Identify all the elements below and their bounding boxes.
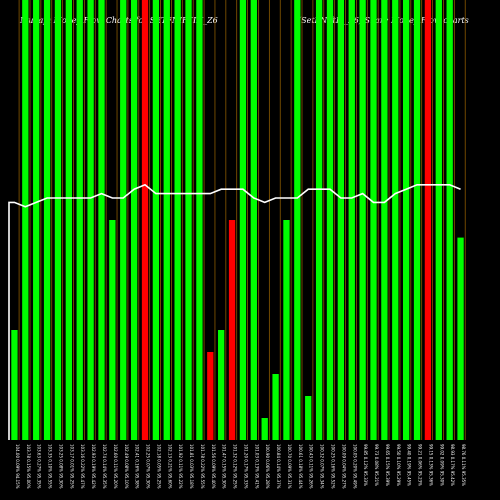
x-tick-label: 99.65 0.15% 95.39% (385, 444, 390, 486)
bar-up (272, 374, 279, 440)
bar-up (239, 0, 247, 440)
x-tick-label: 101.47 0.15% 95.30% (222, 444, 227, 489)
x-tick-label: 102.13 0.21% 95.60% (167, 444, 172, 489)
x-tick-label: 103.16 0.22% 95.47% (80, 444, 85, 489)
bar-down (424, 0, 432, 440)
x-tick-label: 103.17 0.01% 95.25% (69, 444, 74, 489)
x-tick-label: 101.92 0.11% 95.22% (178, 444, 183, 489)
bar-up (446, 0, 453, 440)
bar-up (54, 0, 62, 440)
x-tick-label: 100.25 0.16% 95.52% (330, 444, 335, 489)
bar-up (98, 0, 105, 440)
bar-up (33, 0, 40, 440)
x-tick-label: 101.78 0.22% 95.55% (200, 444, 205, 489)
bar-up (315, 0, 323, 440)
bar-up (120, 0, 127, 440)
bar-up (261, 418, 268, 440)
x-tick-label: 100.61 0.18% 95.44% (298, 444, 303, 489)
money-flow-line-path (8, 183, 461, 440)
x-tick-label: 102.49 0.08% 95.10% (124, 444, 129, 489)
bar-up (305, 396, 312, 440)
x-tick-label: 99.21 0.06% 95.23% (418, 444, 423, 486)
x-tick-label: 100.90 0.06% 95.28% (265, 444, 270, 489)
x-tick-label: 101.20 0.17% 95.33% (243, 444, 248, 489)
x-tick-label: 99.85 0.12% 95.33% (363, 444, 368, 486)
x-tick-label: 101.81 0.03% 95.18% (189, 444, 194, 489)
x-tick-label: 101.32 0.12% 95.25% (233, 444, 238, 489)
bar-up (457, 237, 464, 440)
x-tick-label: 100.09 0.04% 95.27% (341, 444, 346, 489)
bar-up (163, 0, 170, 440)
bar-down (207, 352, 214, 440)
x-tick-label: 100.43 0.11% 95.26% (309, 444, 314, 489)
x-tick-label: 103.35 0.10% 95.55% (48, 444, 53, 489)
x-tick-label: 99.50 0.10% 95.29% (396, 444, 401, 486)
bar-up (413, 0, 421, 440)
bar-up (250, 0, 257, 440)
bar-down (228, 220, 236, 440)
x-tick-label: 99.40 0.19% 95.45% (407, 444, 412, 486)
x-tick-label: 102.41 0.16% 95.38% (135, 444, 140, 489)
x-tick-label: 101.56 0.09% 95.40% (211, 444, 216, 489)
chart-title: Munafa Money Flow Charts for SETFNIFTIN_… (19, 16, 218, 25)
money-flow-line (8, 183, 461, 440)
x-tick-label: 100.70 0.09% 95.31% (287, 444, 292, 489)
x-tick-label: 102.18 0.05% 95.25% (156, 444, 161, 489)
x-tick-label: 102.25 0.07% 95.30% (146, 444, 151, 489)
x-tick-label: 101.03 0.13% 95.41% (254, 444, 259, 489)
x-tick-label: 99.15 0.13% 95.36% (428, 444, 433, 486)
x-tick-label: 99.02 0.09% 95.30% (439, 444, 444, 486)
bar-up (152, 0, 160, 440)
bar-up (359, 0, 366, 440)
x-tick-labels: 104.00 0.09% 94.15% 103.78 0.15% 95.00% 10… (15, 444, 466, 489)
bar-up (381, 0, 388, 440)
bar-up (130, 0, 138, 440)
x-tick-label: 102.93 0.19% 95.42% (91, 444, 96, 489)
bar-up (185, 0, 192, 440)
x-tick-label: 100.84 0.14% 95.37% (276, 444, 281, 489)
bar-up (326, 0, 334, 440)
x-tick-label: 99.73 0.08% 95.21% (374, 444, 379, 486)
x-tick-label: 103.25 0.08% 95.30% (58, 444, 63, 489)
bar-up (337, 0, 345, 440)
bar-up (435, 0, 442, 440)
bar-up (370, 0, 377, 440)
bar-up (109, 220, 116, 440)
bar-down (141, 0, 149, 440)
x-tick-label: 103.78 0.15% 95.00% (26, 444, 31, 489)
bar-up (76, 0, 83, 440)
x-tick-label: 104.00 0.09% 94.15% (15, 444, 20, 489)
bar-up (402, 0, 410, 440)
x-tick-label: 98.76 0.11% 95.35% (461, 444, 466, 486)
bar-up (283, 220, 290, 440)
bars (11, 0, 464, 440)
x-tick-label: 102.74 0.14% 95.35% (102, 444, 107, 489)
x-tick-label: 103.63 0.27% 95.35% (37, 444, 42, 489)
bar-up (11, 330, 18, 440)
bar-up (65, 0, 73, 440)
x-tick-label: 102.60 0.11% 95.20% (113, 444, 118, 489)
bar-up (392, 0, 399, 440)
bar-up (22, 0, 29, 440)
bar-up (174, 0, 181, 440)
x-tick-label: 98.93 0.17% 95.42% (450, 444, 455, 486)
bar-up (43, 0, 51, 440)
grid-lines (18, 0, 466, 440)
bar-up (196, 0, 203, 440)
bar-up (348, 0, 355, 440)
bar-up (87, 0, 94, 440)
x-tick-label: 100.05 0.20% 95.49% (352, 444, 357, 489)
bar-up (218, 330, 225, 440)
bar-up (294, 0, 301, 440)
x-tick-label: 100.32 0.07% 95.34% (320, 444, 325, 489)
